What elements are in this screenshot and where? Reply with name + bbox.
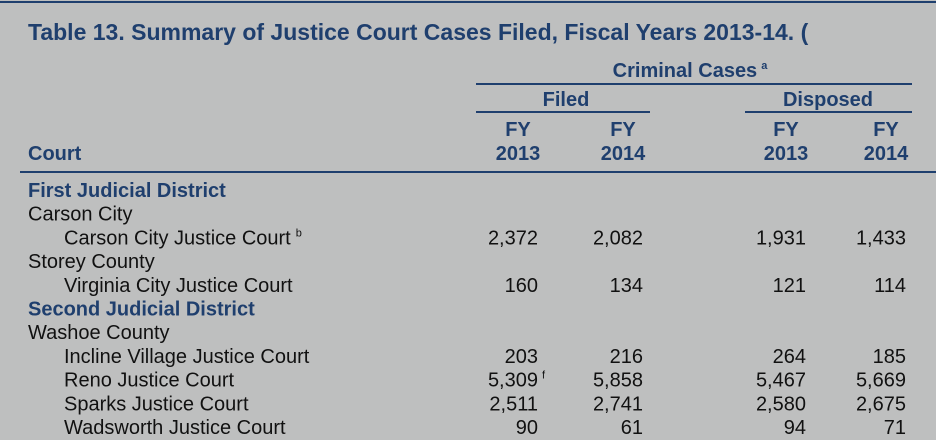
column-header: FY <box>610 119 636 141</box>
cell-value: 94 <box>784 417 806 439</box>
cell-value: 121 <box>773 275 806 297</box>
cell-value: 5,467 <box>756 370 806 392</box>
table-title: Table 13. Summary of Justice Court Cases… <box>28 19 809 45</box>
cell-value: 2,082 <box>593 227 643 249</box>
court-label: Reno Justice Court <box>64 370 235 392</box>
cell-value: 61 <box>621 417 643 439</box>
row-label: Washoe County <box>28 322 170 344</box>
column-header: FY <box>873 119 899 141</box>
cell-value: 216 <box>610 346 643 368</box>
row-label: Second Judicial District <box>28 299 255 321</box>
row-label: Carson City <box>28 204 132 226</box>
row-label: First Judicial District <box>28 180 226 202</box>
cell-value: 2,741 <box>593 393 643 415</box>
column-header: 2014 <box>864 143 909 165</box>
court-label: Sparks Justice Court <box>64 393 249 415</box>
county-label: Washoe County <box>28 322 170 344</box>
cell-value: 2,580 <box>756 393 806 415</box>
cell-value: 2,511 <box>489 393 538 415</box>
column-header: FY <box>773 119 799 141</box>
column-header: 2013 <box>496 143 541 165</box>
row-label: Carson City Justice Court <box>64 227 291 249</box>
district-label: First Judicial District <box>28 180 226 202</box>
footnote-mark: b <box>296 227 302 239</box>
row-label: Storey County <box>28 251 155 273</box>
disposed-header: Disposed <box>783 89 873 111</box>
row-label: Sparks Justice Court <box>64 393 249 415</box>
group-note: a <box>761 60 768 72</box>
cell-value: 1,931 <box>756 227 806 249</box>
cell-value: 71 <box>884 417 906 439</box>
cell-value: 5,669 <box>856 370 906 392</box>
cell-value: 203 <box>505 346 538 368</box>
footnote-mark: f <box>542 370 546 382</box>
court-label: Carson City Justice Court b <box>64 227 302 249</box>
cell-value: 114 <box>874 275 906 297</box>
group-label: Criminal Cases <box>613 60 758 82</box>
row-label: Virginia City Justice Court <box>64 275 293 297</box>
filed-header: Filed <box>543 89 590 111</box>
court-label: Virginia City Justice Court <box>64 275 293 297</box>
court-header: Court <box>28 143 82 165</box>
court-label: Incline Village Justice Court <box>64 346 310 368</box>
cell-value: 5,309 <box>488 370 538 392</box>
row-label: Reno Justice Court <box>64 370 235 392</box>
cell-value: 90 <box>516 417 538 439</box>
cell-value: 185 <box>873 346 906 368</box>
row-label: Incline Village Justice Court <box>64 346 310 368</box>
cell-value: 1,433 <box>856 227 906 249</box>
cell-value: 134 <box>610 275 643 297</box>
cell-value: 5,858 <box>593 370 643 392</box>
cell-value: 2,372 <box>488 227 538 249</box>
cell-value: 264 <box>773 346 806 368</box>
row-label: Wadsworth Justice Court <box>64 417 286 439</box>
court-label: Wadsworth Justice Court <box>64 417 286 439</box>
county-label: Carson City <box>28 204 132 226</box>
group-header: Criminal Cases a <box>613 60 769 82</box>
district-label: Second Judicial District <box>28 299 255 321</box>
column-header: 2014 <box>601 143 646 165</box>
county-label: Storey County <box>28 251 155 273</box>
cell-value: 2,675 <box>856 393 906 415</box>
cell-value: 160 <box>505 275 538 297</box>
column-header: 2013 <box>764 143 809 165</box>
column-header: FY <box>505 119 531 141</box>
